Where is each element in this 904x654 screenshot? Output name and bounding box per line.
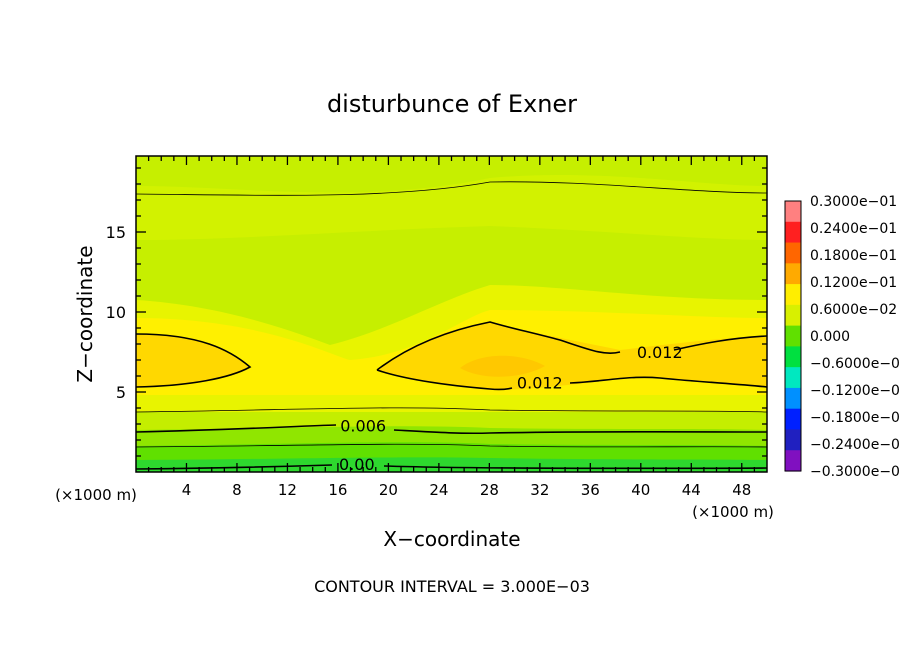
chart-title: disturbunce of Exner bbox=[327, 90, 577, 118]
colorbar-label: 0.6000e−02 bbox=[810, 302, 897, 318]
colorbar-swatch bbox=[785, 367, 801, 389]
contour-line-003 bbox=[136, 443, 767, 448]
colorbar-swatch bbox=[785, 263, 801, 285]
contour-line-012-right-lower bbox=[376, 369, 513, 391]
contour-line-012-left bbox=[136, 333, 252, 388]
x-unit-left: (×1000 m) bbox=[55, 486, 137, 504]
colorbar-label: −0.3000e−0 bbox=[810, 464, 900, 480]
colorbar-label: 0.2400e−01 bbox=[810, 221, 897, 237]
y-tick-label: 10 bbox=[106, 303, 126, 322]
colorbar-swatch bbox=[785, 346, 801, 368]
band-max bbox=[460, 355, 545, 377]
contour-label: 0.012 bbox=[637, 343, 683, 362]
x-tick-label: 36 bbox=[581, 481, 600, 499]
contour-line-006-left bbox=[136, 424, 337, 433]
colorbar-label: −0.6000e−0 bbox=[810, 356, 900, 372]
colorbar-label: −0.2400e−0 bbox=[810, 437, 900, 453]
colorbar-label: 0.3000e−01 bbox=[810, 194, 897, 210]
colorbar-label: 0.000 bbox=[810, 329, 850, 345]
colorbar-label: −0.1200e−0 bbox=[810, 383, 900, 399]
contour-line-012-right-lower-b bbox=[569, 376, 767, 388]
x-tick-label: 40 bbox=[631, 481, 650, 499]
x-tick-label: 16 bbox=[328, 481, 347, 499]
x-tick-label: 12 bbox=[278, 481, 297, 499]
colorbar-swatch bbox=[785, 387, 801, 410]
colorbar-swatch bbox=[785, 304, 801, 327]
x-unit-right: (×1000 m) bbox=[692, 503, 774, 521]
contour-line-012-right-upper bbox=[376, 321, 621, 371]
x-tick-label: 4 bbox=[182, 481, 192, 499]
contour-line-012-right-upper-b bbox=[673, 335, 767, 351]
band-core-left bbox=[136, 334, 250, 387]
band-upper-mid bbox=[136, 174, 767, 240]
contour-label: 0.012 bbox=[517, 373, 563, 392]
x-tick-label: 20 bbox=[379, 481, 398, 499]
contour-label: 0.006 bbox=[340, 417, 386, 436]
colorbar-swatch bbox=[785, 325, 801, 347]
colorbar-swatch bbox=[785, 201, 801, 223]
colorbar-swatch bbox=[785, 450, 801, 472]
x-axis-label: X−coordinate bbox=[383, 527, 520, 551]
x-tick-label: 24 bbox=[429, 481, 448, 499]
contour-line-000-left bbox=[136, 464, 333, 470]
contour-line-upper bbox=[136, 181, 767, 196]
colorbar-swatch bbox=[785, 221, 801, 244]
colorbar-swatch bbox=[785, 284, 801, 306]
x-tick-label: 28 bbox=[480, 481, 499, 499]
colorbar-frame bbox=[784, 200, 802, 472]
contour-line-000-right bbox=[383, 465, 767, 470]
y-tick-label: 5 bbox=[116, 383, 126, 402]
x-tick-label: 44 bbox=[682, 481, 701, 499]
colorbar-swatch bbox=[785, 408, 801, 431]
contour-field: 0.012 0.012 0.006 0.00 bbox=[136, 156, 767, 474]
colorbar-label: 0.1200e−01 bbox=[810, 275, 897, 291]
y-tick-label: 15 bbox=[106, 223, 126, 242]
colorbar-label: −0.1800e−0 bbox=[810, 410, 900, 426]
contour-labels: 0.012 0.012 0.006 0.00 bbox=[339, 343, 683, 474]
colorbar-swatch bbox=[785, 429, 801, 451]
contour-label: 0.00 bbox=[339, 455, 375, 474]
colorbar-label: 0.1800e−01 bbox=[810, 248, 897, 264]
colorbar-swatch bbox=[785, 242, 801, 264]
contour-line-009 bbox=[136, 407, 767, 413]
x-tick-label: 8 bbox=[232, 481, 242, 499]
contour-line-006-right bbox=[393, 429, 767, 435]
y-axis-label: Z−coordinate bbox=[73, 245, 97, 382]
colorbar: 0.3000e−01 0.2400e−01 0.1800e−01 0.1200e−01… bbox=[784, 194, 900, 480]
contour-interval-footer: CONTOUR INTERVAL = 3.000E−03 bbox=[314, 577, 590, 596]
x-tick-label: 32 bbox=[530, 481, 549, 499]
x-tick-label: 48 bbox=[732, 481, 751, 499]
